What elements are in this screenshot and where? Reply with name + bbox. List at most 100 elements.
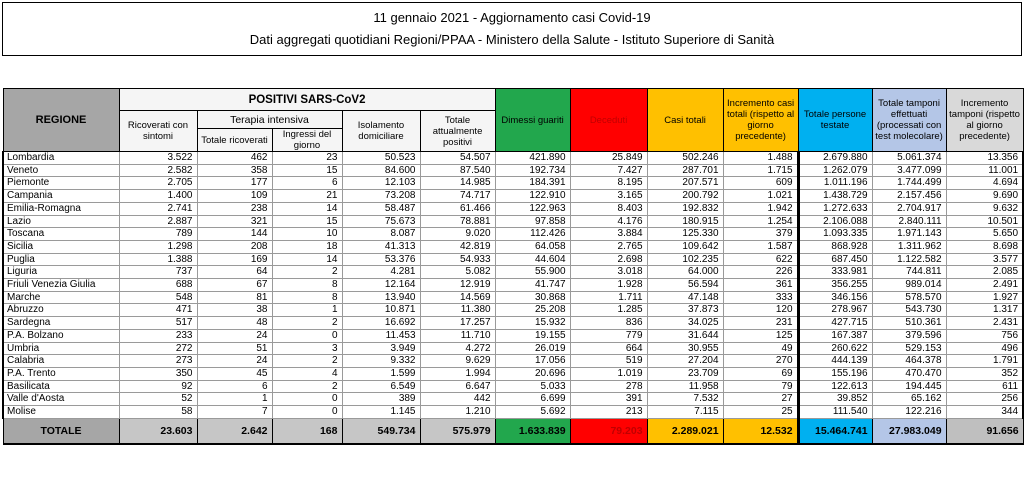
- cell-ricoverati-sintomi: 273: [118, 354, 198, 368]
- col-header-isolamento: Isolamento domiciliare: [341, 110, 421, 152]
- cell-persone-testate: 39.852: [796, 392, 873, 407]
- cell-tamponi: 1.971.143: [871, 227, 947, 241]
- cell-isolamento: 4.281: [341, 265, 421, 280]
- cell-dimessi-guariti: 55.900: [494, 265, 571, 280]
- group-header-terapia-intensiva: Terapia intensiva: [196, 110, 343, 129]
- cell-persone-testate: 444.139: [796, 354, 873, 368]
- cell-persone-testate: 1.272.633: [796, 201, 873, 216]
- cell-dimessi-guariti: 6.699: [494, 392, 571, 407]
- cell-isolamento: 58.487: [341, 201, 421, 216]
- cell-tamponi: 470.470: [871, 366, 947, 381]
- region-name: Toscana: [2, 227, 120, 241]
- cell-deceduti: 3.884: [569, 227, 648, 241]
- region-name: Calabria: [2, 354, 120, 368]
- cell-dimessi-guariti: 17.056: [494, 354, 571, 368]
- region-name: Veneto: [2, 163, 120, 178]
- cell-incremento-tamponi: 3.577: [945, 252, 1024, 267]
- cell-ricoverati-sintomi: 58: [118, 405, 198, 419]
- cell-incremento-tamponi: 9.690: [945, 189, 1024, 203]
- cell-casi-totali: 64.000: [646, 265, 724, 280]
- cell-tamponi: 1.744.499: [871, 176, 947, 191]
- cell-attualmente-positivi: 12.919: [419, 278, 496, 292]
- cell-ti-totale: 6: [196, 379, 273, 394]
- table-row: Puglia 1.388 169 14 53.376 54.933 44.604 2.698 1…: [2, 252, 1024, 267]
- cell-casi-totali: 27.204: [646, 354, 724, 368]
- cell-tamponi: 194.445: [871, 379, 947, 394]
- cell-tamponi: 2.704.917: [871, 201, 947, 216]
- cell-ricoverati-sintomi: 1.388: [118, 252, 198, 267]
- region-name: P.A. Bolzano: [2, 328, 120, 343]
- cell-attualmente-positivi: 54.933: [419, 252, 496, 267]
- table-row: Friuli Venezia Giulia 688 67 8 12.164 12.919 4…: [2, 278, 1024, 292]
- cell-incremento-tamponi: 1.791: [945, 354, 1024, 368]
- cell-dimessi-guariti: 15.932: [494, 316, 571, 330]
- cell-ricoverati-sintomi: 52: [118, 392, 198, 407]
- cell-persone-testate: 260.622: [796, 341, 873, 356]
- cell-deceduti: 1.928: [569, 278, 648, 292]
- table-row: Marche 548 81 8 13.940 14.569 30.868 1.711 47.14…: [2, 290, 1024, 305]
- cell-incremento-casi: 120: [722, 303, 799, 318]
- region-name: Lombardia: [2, 151, 120, 165]
- cell-deceduti: 8.403: [569, 201, 648, 216]
- region-name: Sardegna: [2, 316, 120, 330]
- col-header-persone-testate: Totale persone testate: [797, 88, 873, 152]
- cell-attualmente-positivi: 11.380: [419, 303, 496, 318]
- cell-persone-testate: 868.928: [796, 239, 873, 254]
- cell-ricoverati-sintomi: 1.400: [118, 189, 198, 203]
- cell-tamponi: 1.311.962: [871, 239, 947, 254]
- total-attualmente-positivi: 575.979: [419, 417, 496, 445]
- cell-incremento-casi: 1.715: [722, 163, 799, 178]
- table-row: Liguria 737 64 2 4.281 5.082 55.900 3.018 64.000…: [2, 265, 1024, 280]
- cell-tamponi: 5.061.374: [871, 151, 947, 165]
- cell-incremento-casi: 609: [722, 176, 799, 191]
- cell-ti-ingressi: 2: [271, 379, 343, 394]
- cell-ti-ingressi: 0: [271, 328, 343, 343]
- cell-tamponi: 2.157.456: [871, 189, 947, 203]
- cell-attualmente-positivi: 14.985: [419, 176, 496, 191]
- cell-ti-ingressi: 3: [271, 341, 343, 356]
- col-header-tamponi: Totale tamponi effettuati (processati co…: [871, 88, 947, 152]
- cell-ti-totale: 358: [196, 163, 273, 178]
- cell-attualmente-positivi: 1.994: [419, 366, 496, 381]
- region-name: Valle d'Aosta: [2, 392, 120, 407]
- table-row: P.A. Trento 350 45 4 1.599 1.994 20.696 1.019 23…: [2, 366, 1024, 381]
- cell-casi-totali: 192.832: [646, 201, 724, 216]
- cell-attualmente-positivi: 9.020: [419, 227, 496, 241]
- table-row: Valle d'Aosta 52 1 0 389 442 6.699 391 7.532 27 39…: [2, 392, 1024, 407]
- cell-tamponi: 1.122.582: [871, 252, 947, 267]
- cell-isolamento: 84.600: [341, 163, 421, 178]
- cell-incremento-tamponi: 352: [945, 366, 1024, 381]
- cell-dimessi-guariti: 41.747: [494, 278, 571, 292]
- cell-attualmente-positivi: 11.710: [419, 328, 496, 343]
- cell-dimessi-guariti: 20.696: [494, 366, 571, 381]
- cell-tamponi: 529.153: [871, 341, 947, 356]
- table-row: Umbria 272 51 3 3.949 4.272 26.019 664 30.955 49 2…: [2, 341, 1024, 356]
- total-persone-testate: 15.464.741: [796, 417, 873, 445]
- cell-dimessi-guariti: 184.391: [494, 176, 571, 191]
- table-row: Calabria 273 24 2 9.332 9.629 17.056 519 27.204 2…: [2, 354, 1024, 368]
- cell-ricoverati-sintomi: 2.705: [118, 176, 198, 191]
- region-name: Campania: [2, 189, 120, 203]
- cell-ti-ingressi: 10: [271, 227, 343, 241]
- region-name: Abruzzo: [2, 303, 120, 318]
- cell-ricoverati-sintomi: 2.887: [118, 214, 198, 229]
- group-header-positivi: POSITIVI SARS-CoV2: [118, 88, 496, 111]
- cell-ti-totale: 67: [196, 278, 273, 292]
- table-header: REGIONE POSITIVI SARS-CoV2 Dimessi guari…: [2, 88, 1024, 152]
- cell-persone-testate: 167.387: [796, 328, 873, 343]
- cell-ti-ingressi: 4: [271, 366, 343, 381]
- cell-ricoverati-sintomi: 92: [118, 379, 198, 394]
- cell-persone-testate: 687.450: [796, 252, 873, 267]
- region-name: Umbria: [2, 341, 120, 356]
- cell-deceduti: 1.711: [569, 290, 648, 305]
- cell-attualmente-positivi: 42.819: [419, 239, 496, 254]
- cell-tamponi: 578.570: [871, 290, 947, 305]
- covid-table: REGIONE POSITIVI SARS-CoV2 Dimessi guari…: [2, 88, 1024, 445]
- cell-ricoverati-sintomi: 2.741: [118, 201, 198, 216]
- cell-casi-totali: 31.644: [646, 328, 724, 343]
- cell-tamponi: 744.811: [871, 265, 947, 280]
- cell-deceduti: 779: [569, 328, 648, 343]
- cell-attualmente-positivi: 54.507: [419, 151, 496, 165]
- region-name: Puglia: [2, 252, 120, 267]
- cell-incremento-casi: 125: [722, 328, 799, 343]
